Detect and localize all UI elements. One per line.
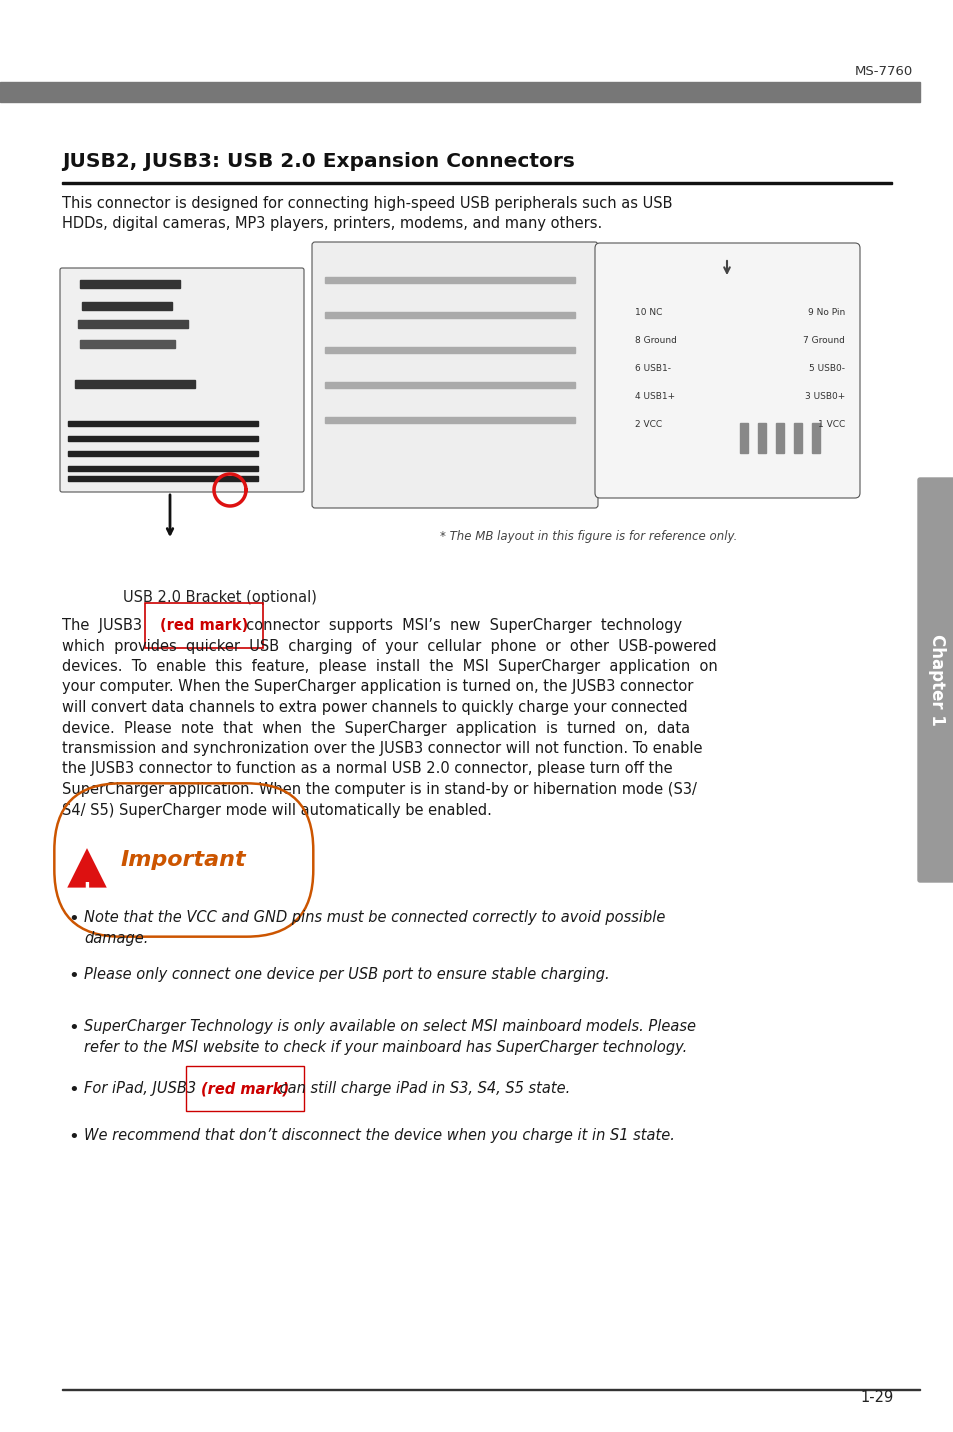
Bar xyxy=(68,435,257,441)
Text: Chapter 1: Chapter 1 xyxy=(927,634,945,726)
Bar xyxy=(80,339,174,348)
Bar xyxy=(758,422,765,453)
Text: •: • xyxy=(68,909,79,928)
Bar xyxy=(775,422,783,453)
Text: 1-29: 1-29 xyxy=(859,1390,892,1405)
Text: USB 2.0 Bracket (optional): USB 2.0 Bracket (optional) xyxy=(123,590,316,604)
Text: 1 VCC: 1 VCC xyxy=(817,420,844,430)
Text: connector  supports  MSI’s  new  SuperCharger  technology: connector supports MSI’s new SuperCharge… xyxy=(236,619,681,633)
Text: MS-7760: MS-7760 xyxy=(854,64,912,77)
Bar xyxy=(325,312,575,318)
Text: 2 VCC: 2 VCC xyxy=(635,420,661,430)
Text: Please only connect one device per USB port to ensure stable charging.: Please only connect one device per USB p… xyxy=(84,967,609,982)
Bar xyxy=(0,82,919,102)
Text: 5 USB0-: 5 USB0- xyxy=(808,364,844,372)
Text: 6 USB1-: 6 USB1- xyxy=(635,364,670,372)
Text: 10 NC: 10 NC xyxy=(635,308,661,316)
Bar xyxy=(811,422,820,453)
Bar xyxy=(75,379,194,388)
Bar xyxy=(793,422,801,453)
Text: HDDs, digital cameras, MP3 players, printers, modems, and many others.: HDDs, digital cameras, MP3 players, prin… xyxy=(62,216,601,231)
Text: 3 USB0+: 3 USB0+ xyxy=(804,392,844,401)
FancyBboxPatch shape xyxy=(60,268,304,493)
Bar xyxy=(325,276,575,284)
Text: device.  Please  note  that  when  the  SuperCharger  application  is  turned  o: device. Please note that when the SuperC… xyxy=(62,720,689,736)
Text: JUSB2, JUSB3: USB 2.0 Expansion Connectors: JUSB2, JUSB3: USB 2.0 Expansion Connecto… xyxy=(62,152,575,170)
Text: !: ! xyxy=(83,881,91,899)
Text: SuperCharger application. When the computer is in stand-by or hibernation mode (: SuperCharger application. When the compu… xyxy=(62,782,696,798)
Text: (red mark): (red mark) xyxy=(201,1081,289,1095)
Text: (red mark): (red mark) xyxy=(160,619,248,633)
Bar xyxy=(325,382,575,388)
FancyBboxPatch shape xyxy=(312,242,598,508)
Bar xyxy=(68,421,257,425)
Text: can still charge iPad in S3, S4, S5 state.: can still charge iPad in S3, S4, S5 stat… xyxy=(274,1081,570,1095)
Text: •: • xyxy=(68,1020,79,1037)
Text: •: • xyxy=(68,967,79,985)
Bar xyxy=(82,302,172,309)
Bar xyxy=(68,451,257,455)
Text: S4/ S5) SuperCharger mode will automatically be enabled.: S4/ S5) SuperCharger mode will automatic… xyxy=(62,802,492,818)
Polygon shape xyxy=(65,845,109,889)
Text: •: • xyxy=(68,1128,79,1146)
Bar xyxy=(78,319,188,328)
Text: refer to the MSI website to check if your mainboard has SuperCharger technology.: refer to the MSI website to check if you… xyxy=(84,1040,686,1055)
Text: transmission and synchronization over the JUSB3 connector will not function. To : transmission and synchronization over th… xyxy=(62,740,701,756)
Text: your computer. When the SuperCharger application is turned on, the JUSB3 connect: your computer. When the SuperCharger app… xyxy=(62,680,693,695)
Text: 8 Ground: 8 Ground xyxy=(635,337,677,345)
Text: which  provides  quicker  USB  charging  of  your  cellular  phone  or  other  U: which provides quicker USB charging of y… xyxy=(62,639,716,653)
FancyBboxPatch shape xyxy=(917,478,953,882)
Text: •: • xyxy=(68,1081,79,1098)
Text: This connector is designed for connecting high-speed USB peripherals such as USB: This connector is designed for connectin… xyxy=(62,196,672,211)
Text: For iPad, JUSB3: For iPad, JUSB3 xyxy=(84,1081,200,1095)
Text: damage.: damage. xyxy=(84,931,149,947)
Bar xyxy=(68,465,257,471)
Text: Note that the VCC and GND pins must be connected correctly to avoid possible: Note that the VCC and GND pins must be c… xyxy=(84,909,664,925)
Bar xyxy=(68,475,257,481)
Bar xyxy=(62,182,891,183)
Bar xyxy=(325,347,575,354)
Text: SuperCharger Technology is only available on select MSI mainboard models. Please: SuperCharger Technology is only availabl… xyxy=(84,1020,696,1034)
Text: will convert data channels to extra power channels to quickly charge your connec: will convert data channels to extra powe… xyxy=(62,700,687,715)
Bar xyxy=(740,422,747,453)
Text: We recommend that don’t disconnect the device when you charge it in S1 state.: We recommend that don’t disconnect the d… xyxy=(84,1128,674,1143)
Text: 7 Ground: 7 Ground xyxy=(802,337,844,345)
Text: 4 USB1+: 4 USB1+ xyxy=(635,392,675,401)
Bar xyxy=(62,1389,919,1390)
Text: the JUSB3 connector to function as a normal USB 2.0 connector, please turn off t: the JUSB3 connector to function as a nor… xyxy=(62,762,672,776)
Text: Important: Important xyxy=(121,851,247,871)
Bar xyxy=(80,281,180,288)
FancyBboxPatch shape xyxy=(595,243,859,498)
Text: 9 No Pin: 9 No Pin xyxy=(807,308,844,316)
Bar xyxy=(325,417,575,422)
Text: devices.  To  enable  this  feature,  please  install  the  MSI  SuperCharger  a: devices. To enable this feature, please … xyxy=(62,659,717,674)
Text: * The MB layout in this figure is for reference only.: * The MB layout in this figure is for re… xyxy=(439,530,737,543)
Text: The  JUSB3: The JUSB3 xyxy=(62,619,152,633)
